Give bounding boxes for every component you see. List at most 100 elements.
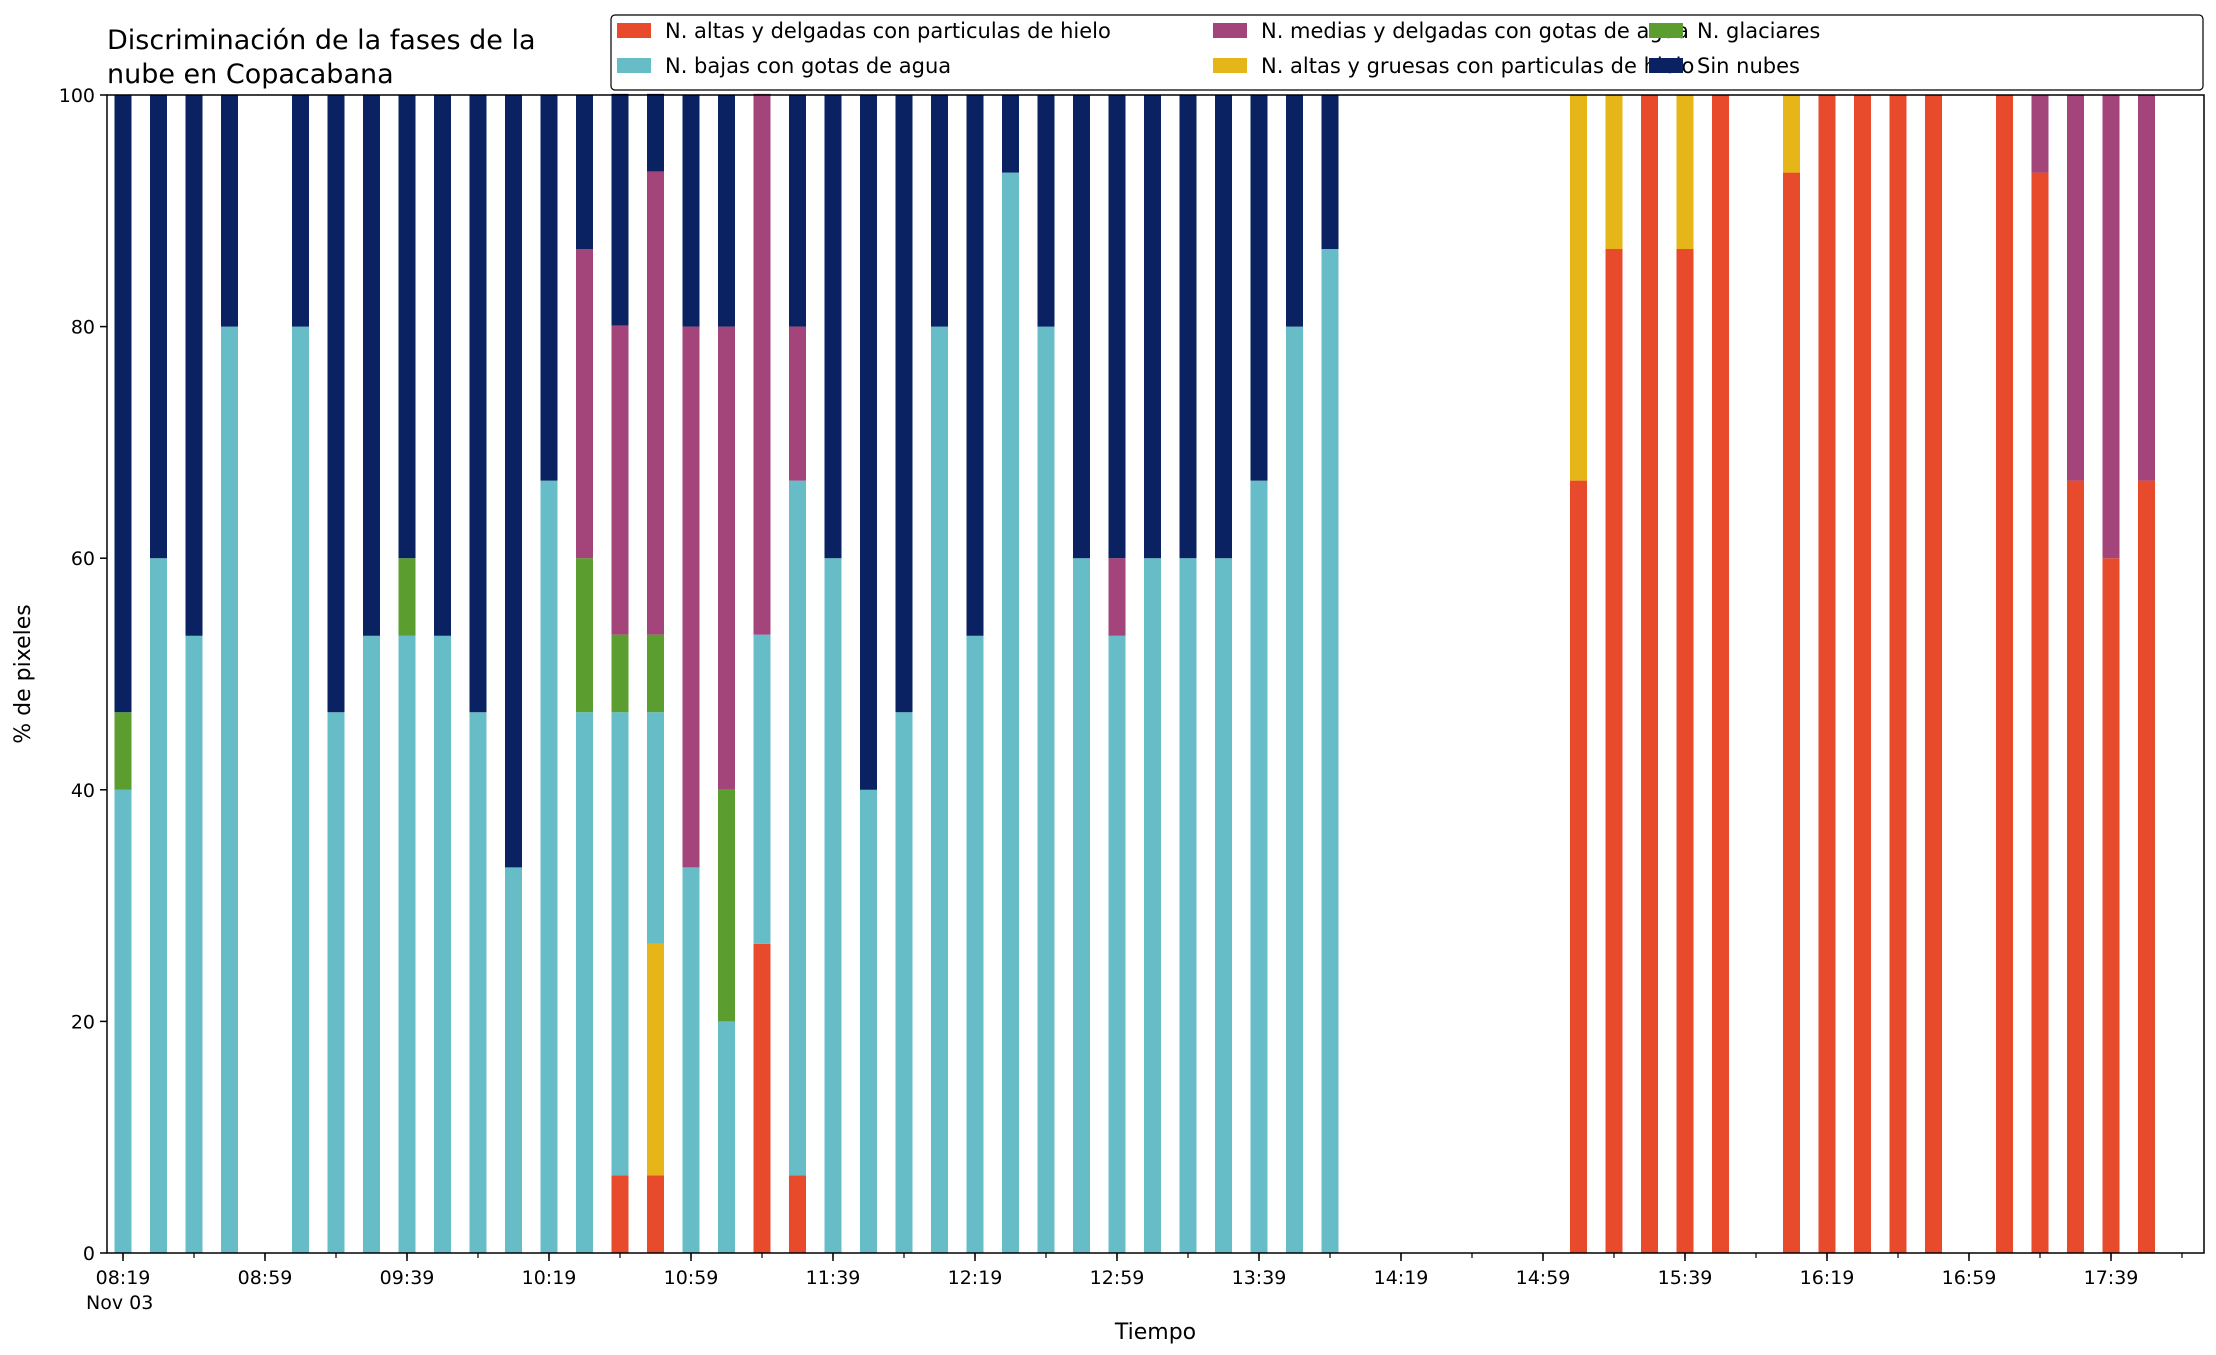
bar-segment (753, 943, 771, 1253)
bar-segment (2067, 95, 2084, 481)
bar-segment (1818, 95, 1836, 1253)
legend-swatch (1213, 58, 1247, 73)
bar-segment (931, 326, 948, 1254)
bar-segment (1250, 95, 1268, 481)
bar-segment (1996, 95, 2013, 1253)
bar-segment (327, 712, 345, 1253)
bar-segment (434, 635, 451, 1253)
bar-segment (647, 943, 664, 1176)
bar-segment (1215, 95, 1232, 559)
x-tick-label: 13:39 (1232, 1267, 1287, 1289)
x-axis-label: Tiempo (1114, 1320, 1196, 1345)
bar-segment (363, 635, 380, 1253)
bar-segment (221, 326, 238, 1254)
legend-box (610, 14, 2204, 91)
bar-segment (2067, 480, 2084, 1253)
bar-segment (1605, 249, 1623, 1253)
bar-segment (966, 635, 984, 1253)
bar-segment (860, 789, 877, 1253)
y-axis-label: % de pixeles (11, 604, 36, 743)
bar-segment (576, 558, 593, 713)
bar-segment (1286, 326, 1303, 1254)
chart-title-line: Discriminación de la fases de la (107, 25, 536, 56)
bar-segment (824, 558, 842, 1253)
bar-segment (647, 93, 664, 172)
bar-segment (576, 95, 593, 250)
bar-segment (647, 171, 664, 635)
x-tick-label: 10:59 (664, 1267, 719, 1289)
bar-segment (647, 634, 664, 713)
x-tick-label: 17:39 (2084, 1267, 2139, 1289)
x-tick-label: 10:19 (522, 1267, 577, 1289)
bar-segment (931, 95, 948, 327)
bar-segment (611, 712, 629, 1176)
legend-label: Sin nubes (1697, 54, 1800, 78)
bar-segment (505, 95, 522, 868)
legend-swatch (617, 23, 651, 38)
bar-segment (1854, 95, 1871, 1253)
bar-segment (966, 95, 984, 636)
x-tick-label: 12:19 (948, 1267, 1003, 1289)
bars (114, 93, 2155, 1254)
bar-segment (327, 95, 345, 713)
bar-segment (363, 95, 380, 636)
bar-segment (576, 249, 593, 559)
x-tick-label: 16:19 (1800, 1267, 1855, 1289)
bar-segment (647, 712, 664, 944)
legend-label: N. medias y delgadas con gotas de agua (1261, 19, 1689, 43)
legend-label: N. bajas con gotas de agua (665, 54, 951, 78)
bar-segment (1783, 172, 1800, 1254)
x-tick-label: 08:19 (96, 1267, 151, 1289)
bar-segment (718, 1021, 735, 1253)
y-tick-label: 80 (71, 317, 95, 339)
bar-segment (221, 95, 238, 327)
bar-segment (1321, 95, 1339, 250)
bar-segment (1108, 95, 1126, 559)
legend-swatch (1213, 23, 1247, 38)
bar-segment (1783, 95, 1800, 173)
x-tick-label: 12:59 (1090, 1267, 1145, 1289)
legend-swatch (1649, 58, 1683, 73)
bar-segment (1037, 95, 1055, 327)
bar-segment (1002, 172, 1019, 1254)
bar-segment (789, 1175, 806, 1253)
bar-segment (1676, 249, 1694, 1253)
bar-segment (150, 95, 167, 559)
legend: N. altas y delgadas con particulas de hi… (610, 14, 2204, 91)
bar-segment (1321, 249, 1339, 1253)
bar-segment (398, 558, 416, 636)
bar-segment (185, 95, 203, 636)
bar-segment (1108, 558, 1126, 636)
bar-segment (398, 635, 416, 1253)
bar-segment (1037, 326, 1055, 1254)
bar-segment (1144, 558, 1161, 1253)
bar-segment (1641, 95, 1658, 1253)
bar-segment (434, 95, 451, 636)
x-tick-label: 11:39 (806, 1267, 861, 1289)
bar-segment (824, 95, 842, 559)
bar-segment (718, 95, 735, 327)
bar-segment (1250, 480, 1268, 1253)
bar-segment (2138, 480, 2155, 1253)
bar-segment (1605, 95, 1623, 250)
bar-segment (789, 95, 806, 327)
bar-segment (718, 789, 735, 1022)
bar-segment (398, 95, 416, 559)
bar-segment (647, 1175, 664, 1253)
x-axis-date-label: Nov 03 (86, 1292, 153, 1314)
bar-segment (1712, 95, 1729, 1253)
legend-swatch (617, 58, 651, 73)
bar-segment (2138, 95, 2155, 481)
bar-segment (1179, 95, 1197, 559)
legend-label: N. altas y gruesas con particulas de hie… (1261, 54, 1694, 78)
y-tick-label: 60 (71, 548, 95, 570)
bar-segment (1179, 558, 1197, 1253)
chart-title-line: nube en Copacabana (107, 59, 394, 90)
bar-segment (860, 95, 877, 790)
bar-segment (1215, 558, 1232, 1253)
y-tick-label: 20 (71, 1011, 95, 1033)
bar-segment (611, 1175, 629, 1253)
bar-segment (789, 326, 806, 481)
